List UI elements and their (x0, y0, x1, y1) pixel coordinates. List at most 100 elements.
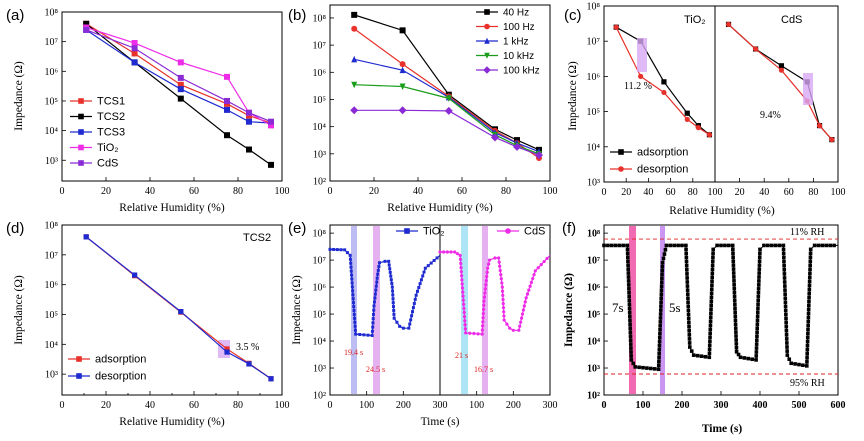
data-point (438, 250, 442, 254)
annotation: 24.5 s (366, 365, 385, 374)
x-tick-label: 300 (543, 400, 558, 411)
data-point (463, 323, 467, 327)
data-point (757, 275, 761, 279)
data-point (391, 305, 395, 309)
data-point (708, 315, 713, 320)
data-point (807, 287, 812, 292)
data-point (627, 294, 631, 299)
x-tick-label: 80 (688, 187, 698, 198)
x-tick-label: 200 (675, 400, 690, 411)
data-point (686, 304, 691, 309)
data-point (806, 319, 811, 324)
data-point (388, 270, 392, 274)
data-point (708, 331, 712, 336)
data-point (807, 303, 811, 308)
data-point (391, 293, 395, 297)
data-point (455, 252, 460, 256)
data-point (502, 318, 506, 322)
data-point (349, 265, 353, 269)
data-point (517, 328, 521, 332)
data-point (627, 287, 631, 291)
data-point (782, 255, 786, 260)
data-point (734, 338, 738, 342)
data-point (806, 323, 810, 328)
data-point (685, 288, 690, 292)
data-point (755, 330, 759, 335)
data-point (707, 343, 712, 348)
data-point (766, 243, 770, 248)
x-tick-label: 20 (735, 187, 745, 198)
data-point (610, 243, 614, 248)
data-point (617, 243, 622, 248)
data-point (500, 281, 504, 285)
legend-entry: desorption (637, 164, 688, 176)
annotation: 3.5 % (236, 342, 259, 353)
data-point (657, 351, 661, 356)
data-point (505, 228, 511, 234)
data-point (491, 133, 499, 142)
data-point (732, 275, 736, 279)
data-point (658, 320, 663, 324)
data-point (707, 355, 712, 360)
legend: adsorption desorption (610, 147, 688, 176)
y-tick-label: 10⁷ (313, 41, 327, 52)
annotation: 19.4 s (344, 348, 363, 357)
data-point (390, 281, 394, 285)
axis-ticks: 0 20 40 60 80 100 20 40 60 80 100 10³ 10⁴ 10⁵ 10⁶ 10⁷ 10… (587, 2, 846, 199)
x-tick-label: 0 (60, 186, 65, 197)
legend-entry: TCS3 (97, 127, 125, 139)
data-point (177, 59, 184, 66)
y-axis-label: Impedance (Ω) (291, 275, 303, 345)
data-point (755, 334, 759, 339)
data-point (782, 272, 787, 276)
data-point (709, 295, 714, 300)
data-point (756, 287, 761, 291)
data-point (685, 284, 690, 288)
y-tick-label: 10⁶ (45, 280, 59, 291)
data-point (710, 283, 714, 288)
data-point (371, 317, 375, 321)
data-point (415, 289, 419, 293)
data-point (468, 331, 472, 335)
x-tick-label: 100 (275, 400, 290, 411)
data-point (719, 243, 723, 248)
data-point (350, 106, 359, 115)
data-point (662, 252, 667, 256)
panel-c: (c) 0 20 40 60 80 100 20 40 60 80 100 10³ 10⁴ 10⁵ 10⁶ 1… (564, 2, 846, 218)
data-point (371, 312, 375, 316)
data-point (484, 9, 490, 15)
data-point (641, 365, 645, 370)
series-group (602, 243, 838, 372)
data-point (783, 296, 788, 301)
data-point (820, 243, 825, 248)
data-point (246, 118, 252, 125)
data-point (389, 274, 393, 278)
legend-entry: TCS1 (97, 96, 125, 108)
data-point (131, 59, 138, 66)
data-point (755, 318, 760, 323)
data-point (335, 248, 339, 252)
reference-lines: 11% RH 95% RH (604, 227, 838, 389)
data-point (709, 303, 713, 308)
data-point (268, 161, 274, 168)
x-tick-label: 100 (543, 186, 558, 197)
data-point (484, 23, 490, 30)
data-point (372, 300, 376, 304)
data-point (805, 348, 810, 352)
data-point (785, 345, 789, 349)
data-point (501, 306, 506, 310)
data-point (629, 358, 634, 362)
data-point (502, 314, 506, 318)
data-point (529, 280, 534, 285)
data-point (224, 346, 230, 352)
data-point (485, 270, 489, 274)
data-point (752, 46, 759, 52)
data-point (460, 282, 464, 286)
y-axis-label: Impedance (Ω) (567, 61, 579, 131)
data-point (628, 322, 632, 327)
data-point (734, 349, 739, 354)
annotation: 16.7 s (474, 365, 493, 374)
data-point (524, 296, 528, 300)
data-point (784, 316, 788, 321)
data-point (392, 316, 396, 320)
